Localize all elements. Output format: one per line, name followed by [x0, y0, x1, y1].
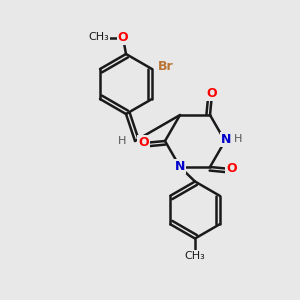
- Text: N: N: [175, 160, 185, 173]
- Text: H: H: [118, 136, 127, 146]
- Text: CH₃: CH₃: [88, 32, 110, 43]
- Text: O: O: [138, 136, 149, 149]
- Text: O: O: [226, 162, 237, 175]
- Text: N: N: [221, 133, 232, 146]
- Text: H: H: [233, 134, 242, 145]
- Text: O: O: [206, 87, 217, 100]
- Text: Br: Br: [158, 59, 173, 73]
- Text: O: O: [118, 31, 128, 44]
- Text: CH₃: CH₃: [184, 251, 206, 261]
